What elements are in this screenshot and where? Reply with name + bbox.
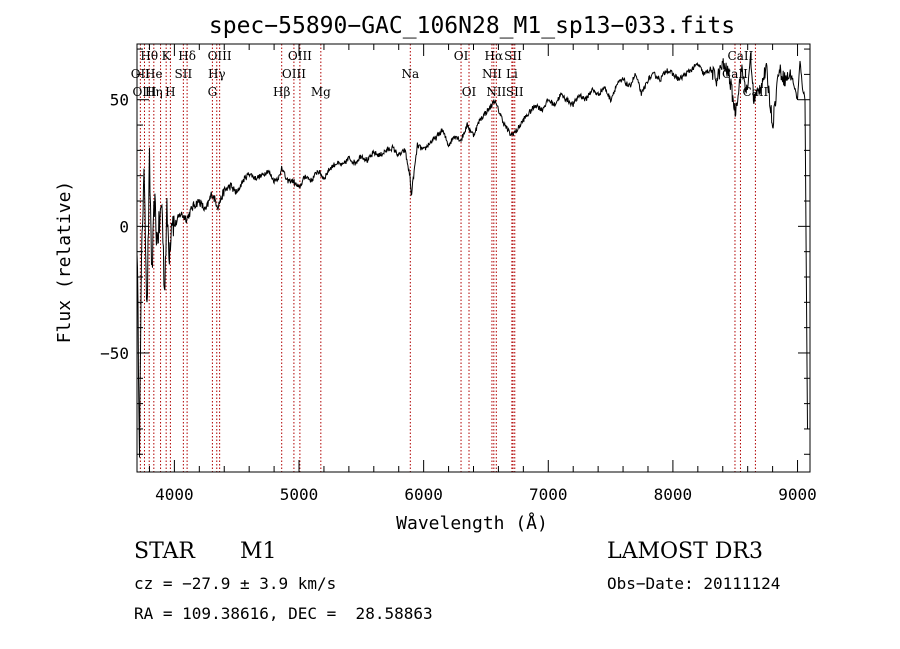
line-label: SII <box>506 85 524 99</box>
line-label: Hθ <box>140 49 158 63</box>
y-tick-label: 50 <box>110 91 129 110</box>
x-tick-label: 6000 <box>404 485 443 504</box>
x-tick-label: 4000 <box>155 485 194 504</box>
line-label: OIII <box>208 49 232 63</box>
line-label: Hα <box>485 49 504 63</box>
line-label: K <box>162 49 172 63</box>
line-label: NII <box>486 85 506 99</box>
chart-title: spec−55890−GAC_106N28_M1_sp13−033.fits <box>209 13 735 39</box>
line-label: OIII <box>282 67 306 81</box>
observation-date: Obs−Date: 20111124 <box>607 574 781 593</box>
line-label: NII <box>482 67 502 81</box>
y-axis-ticks: −50 0 50 <box>100 48 810 455</box>
line-label: OIII <box>288 49 312 63</box>
line-label: H <box>165 85 175 99</box>
line-label: Hγ <box>208 67 226 81</box>
survey-name: LAMOST DR3 <box>607 539 763 564</box>
y-tick-label: 0 <box>119 217 129 236</box>
x-tick-label: 8000 <box>654 485 693 504</box>
line-label: Hη <box>145 85 163 99</box>
line-label: Na <box>401 67 419 81</box>
y-tick-label: −50 <box>100 344 129 363</box>
line-label: CaII <box>742 85 768 99</box>
line-label: G <box>208 85 218 99</box>
line-label: OIII <box>132 85 156 99</box>
x-axis-ticks: 4000 5000 6000 7000 8000 9000 <box>148 44 817 504</box>
object-type: STAR <box>134 539 195 564</box>
line-label: OI <box>462 85 477 99</box>
x-axis-label: Wavelength (Å) <box>396 512 548 534</box>
line-markers <box>139 44 756 472</box>
line-label: SII <box>504 49 522 63</box>
line-label: He <box>145 67 163 81</box>
line-label: OI <box>454 49 469 63</box>
line-label: CaII <box>728 49 754 63</box>
line-label: Li <box>506 67 518 81</box>
plot-frame <box>136 43 811 473</box>
spectrum-chart: spec−55890−GAC_106N28_M1_sp13−033.fits H… <box>54 13 817 534</box>
x-tick-label: 9000 <box>778 485 817 504</box>
spectrum-line <box>136 52 808 458</box>
line-label: Hβ <box>273 85 290 99</box>
line-label: SII <box>175 67 193 81</box>
sky-coordinates: RA = 109.38616, DEC = 28.58863 <box>134 604 433 623</box>
line-label: Mg <box>311 85 331 99</box>
object-subclass: M1 <box>240 539 277 564</box>
x-tick-label: 7000 <box>529 485 568 504</box>
y-axis-label: Flux (relative) <box>54 181 75 344</box>
x-tick-label: 5000 <box>280 485 319 504</box>
line-label: Hδ <box>178 49 196 63</box>
redshift-velocity: cz = −27.9 ± 3.9 km/s <box>134 574 337 593</box>
